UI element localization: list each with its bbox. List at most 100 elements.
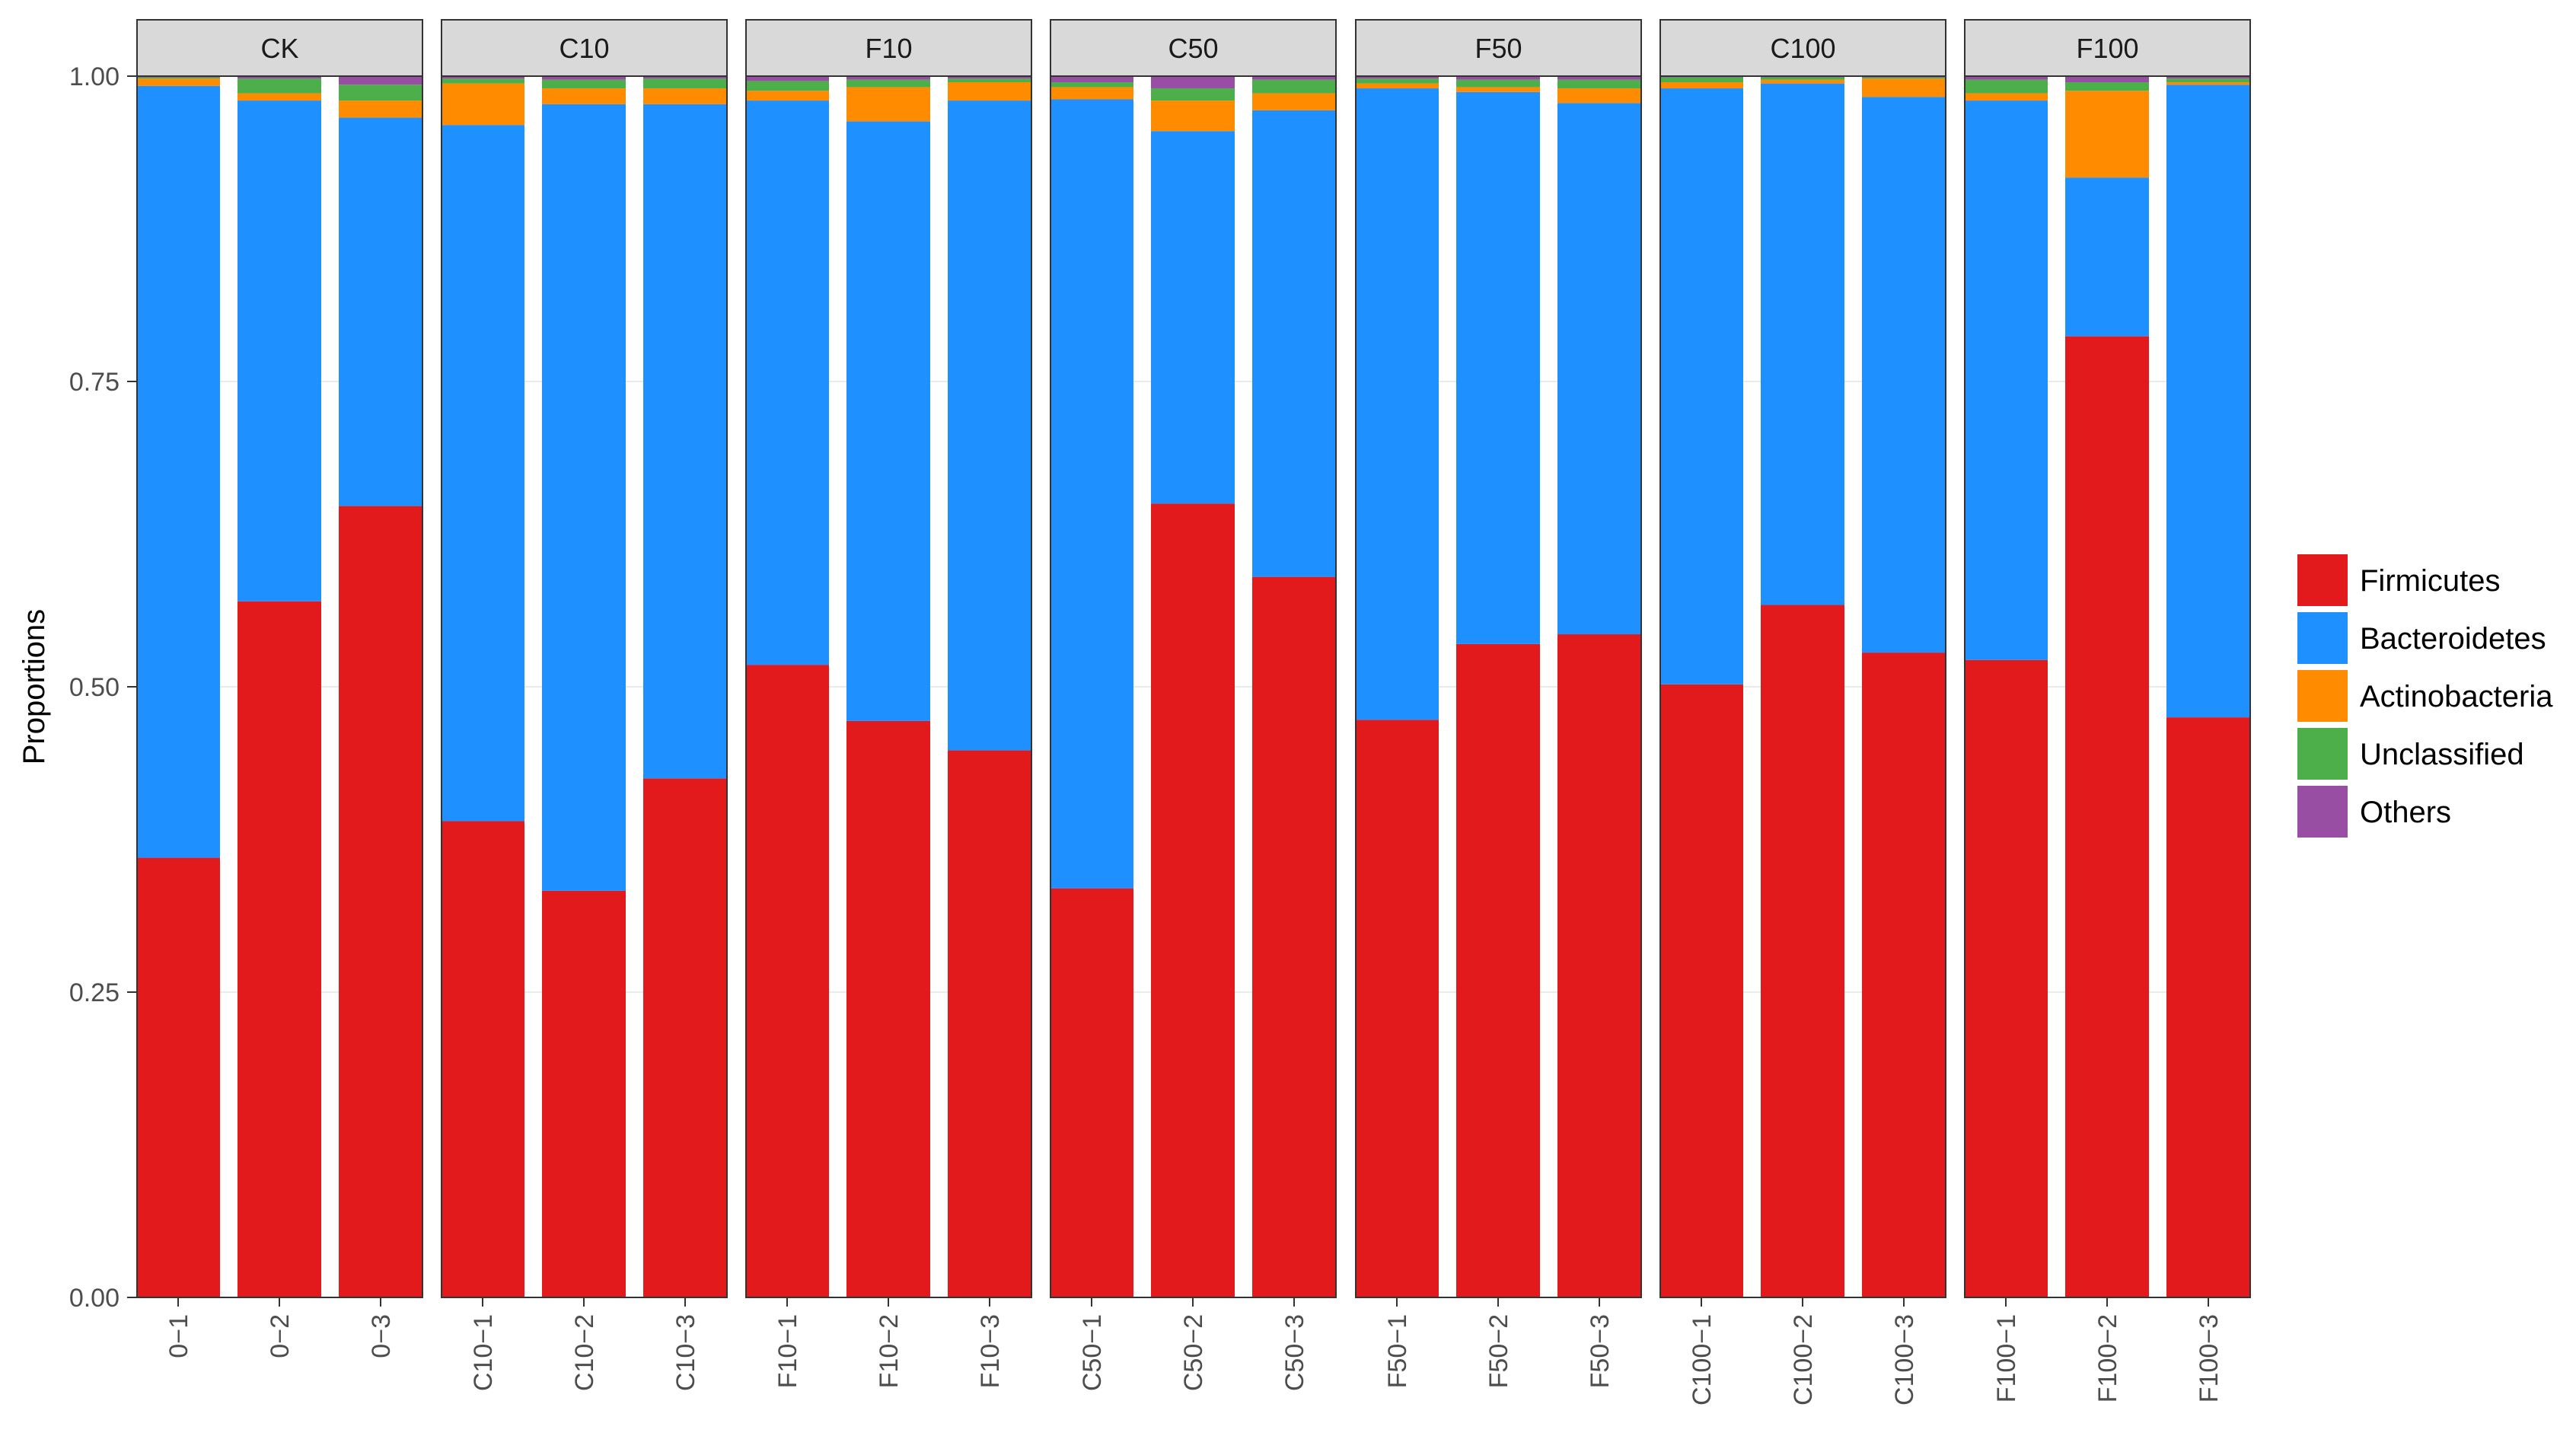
bar-segment-firmicutes	[1355, 720, 1439, 1297]
bar-segment-bacteroidetes	[1050, 99, 1133, 889]
x-tick-label: C10−1	[469, 1314, 498, 1391]
bar-segment-bacteroidetes	[1151, 131, 1235, 504]
bar-segment-actinobacteria	[542, 88, 626, 104]
bar-segment-firmicutes	[1659, 684, 1743, 1297]
x-tick-label: 0−3	[367, 1314, 396, 1358]
x-tick-label: C100−1	[1688, 1314, 1717, 1406]
x-tick-label: F100−2	[2093, 1314, 2122, 1402]
panel-border	[1355, 75, 1642, 1298]
legend-key-firmicutes	[2297, 554, 2348, 606]
facet-strip	[136, 19, 423, 77]
y-tick-label: 1.00	[69, 62, 120, 91]
bar-segment-others	[542, 76, 626, 80]
bar-segment-firmicutes	[2065, 336, 2149, 1298]
x-tick-label: C100−3	[1890, 1314, 1919, 1406]
bar-segment-others	[1252, 76, 1336, 80]
bar-segment-others	[441, 76, 524, 79]
bar-segment-bacteroidetes	[238, 101, 321, 602]
legend-label: Actinobacteria	[2360, 680, 2553, 713]
bar-segment-unclassified	[948, 78, 1031, 83]
bar-segment-unclassified	[1151, 88, 1235, 101]
bar-segment-bacteroidetes	[136, 85, 220, 858]
x-tick-label: C50−2	[1179, 1314, 1208, 1391]
bar-segment-actinobacteria	[441, 83, 524, 126]
bar-segment-actinobacteria	[339, 101, 422, 118]
bar-segment-actinobacteria	[1557, 88, 1641, 104]
x-tick-label: F100−1	[1992, 1314, 2021, 1402]
bar-segment-bacteroidetes	[2166, 85, 2250, 718]
y-tick-label: 0.50	[69, 673, 120, 702]
facet-strip-label: CK	[260, 33, 298, 64]
x-tick-label: C50−1	[1078, 1314, 1107, 1391]
bar-segment-bacteroidetes	[339, 117, 422, 506]
bar-segment-actinobacteria	[745, 91, 829, 101]
bar-segment-unclassified	[1456, 79, 1540, 88]
panel-border	[1964, 75, 2251, 1298]
bar-segment-others	[846, 76, 930, 80]
legend-label: Unclassified	[2360, 738, 2524, 771]
bar-segment-unclassified	[643, 78, 727, 89]
x-tick-label: F50−2	[1484, 1314, 1513, 1388]
bar-segment-unclassified	[1659, 77, 1743, 83]
x-tick-label: F10−2	[875, 1314, 904, 1388]
bar-segment-others	[643, 76, 727, 79]
facet-strip-label: C10	[559, 33, 609, 64]
bar-segment-bacteroidetes	[948, 101, 1031, 751]
x-tick-label: F50−1	[1383, 1314, 1412, 1388]
bar-segment-unclassified	[846, 79, 930, 88]
x-tick-label: F10−1	[773, 1314, 802, 1388]
x-tick-label: C10−2	[570, 1314, 599, 1391]
y-tick-label: 0.25	[69, 978, 120, 1007]
bar-segment-others	[745, 76, 829, 81]
bar-segment-firmicutes	[643, 778, 727, 1297]
bar-segment-firmicutes	[542, 890, 626, 1297]
legend-key-others	[2297, 786, 2348, 838]
bar-segment-firmicutes	[339, 506, 422, 1298]
bar-segment-unclassified	[2166, 78, 2250, 83]
bar-segment-unclassified	[1862, 77, 1946, 79]
bar-segment-bacteroidetes	[643, 104, 727, 779]
facet-strip-label: F50	[1475, 33, 1522, 64]
bar-segment-unclassified	[339, 85, 422, 101]
x-tick-label: 0−1	[164, 1314, 193, 1358]
bar-segment-firmicutes	[1557, 634, 1641, 1297]
bar-segment-actinobacteria	[2065, 91, 2149, 178]
bar-segment-firmicutes	[1456, 643, 1540, 1297]
legend-key-bacteroidetes	[2297, 612, 2348, 664]
legend-label: Others	[2360, 796, 2451, 829]
bar-segment-unclassified	[745, 81, 829, 91]
bar-segment-firmicutes	[1862, 653, 1946, 1297]
y-tick-label: 0.00	[69, 1284, 120, 1313]
facet-strip-label: F100	[2076, 33, 2138, 64]
bar-segment-others	[1355, 76, 1439, 79]
bar-segment-firmicutes	[238, 601, 321, 1297]
bar-segment-actinobacteria	[1659, 82, 1743, 89]
bar-segment-firmicutes	[846, 720, 930, 1297]
bar-segment-unclassified	[1252, 79, 1336, 94]
bar-segment-firmicutes	[441, 821, 524, 1297]
bar-segment-bacteroidetes	[846, 121, 930, 721]
bar-segment-others	[2166, 76, 2250, 79]
bar-segment-bacteroidetes	[1862, 97, 1946, 653]
bar-segment-others	[1557, 76, 1641, 80]
bar-segment-bacteroidetes	[745, 101, 829, 665]
panel-border	[441, 75, 728, 1298]
bar-segment-bacteroidetes	[1456, 91, 1540, 644]
bar-segment-actinobacteria	[2166, 82, 2250, 85]
bar-segment-firmicutes	[1050, 888, 1133, 1297]
bar-segment-firmicutes	[745, 665, 829, 1297]
panel-border	[745, 75, 1032, 1298]
bar-segment-bacteroidetes	[441, 125, 524, 822]
bar-segment-unclassified	[1355, 78, 1439, 84]
bar-segment-unclassified	[1050, 82, 1133, 88]
bar-segment-firmicutes	[136, 857, 220, 1297]
bar-segment-firmicutes	[948, 750, 1031, 1297]
bar-segment-bacteroidetes	[1252, 110, 1336, 577]
legend-label: Firmicutes	[2360, 564, 2500, 598]
bar-segment-actinobacteria	[1456, 87, 1540, 92]
bar-segment-bacteroidetes	[1659, 88, 1743, 684]
bar-segment-unclassified	[238, 78, 321, 94]
facet-strip	[1659, 19, 1946, 77]
